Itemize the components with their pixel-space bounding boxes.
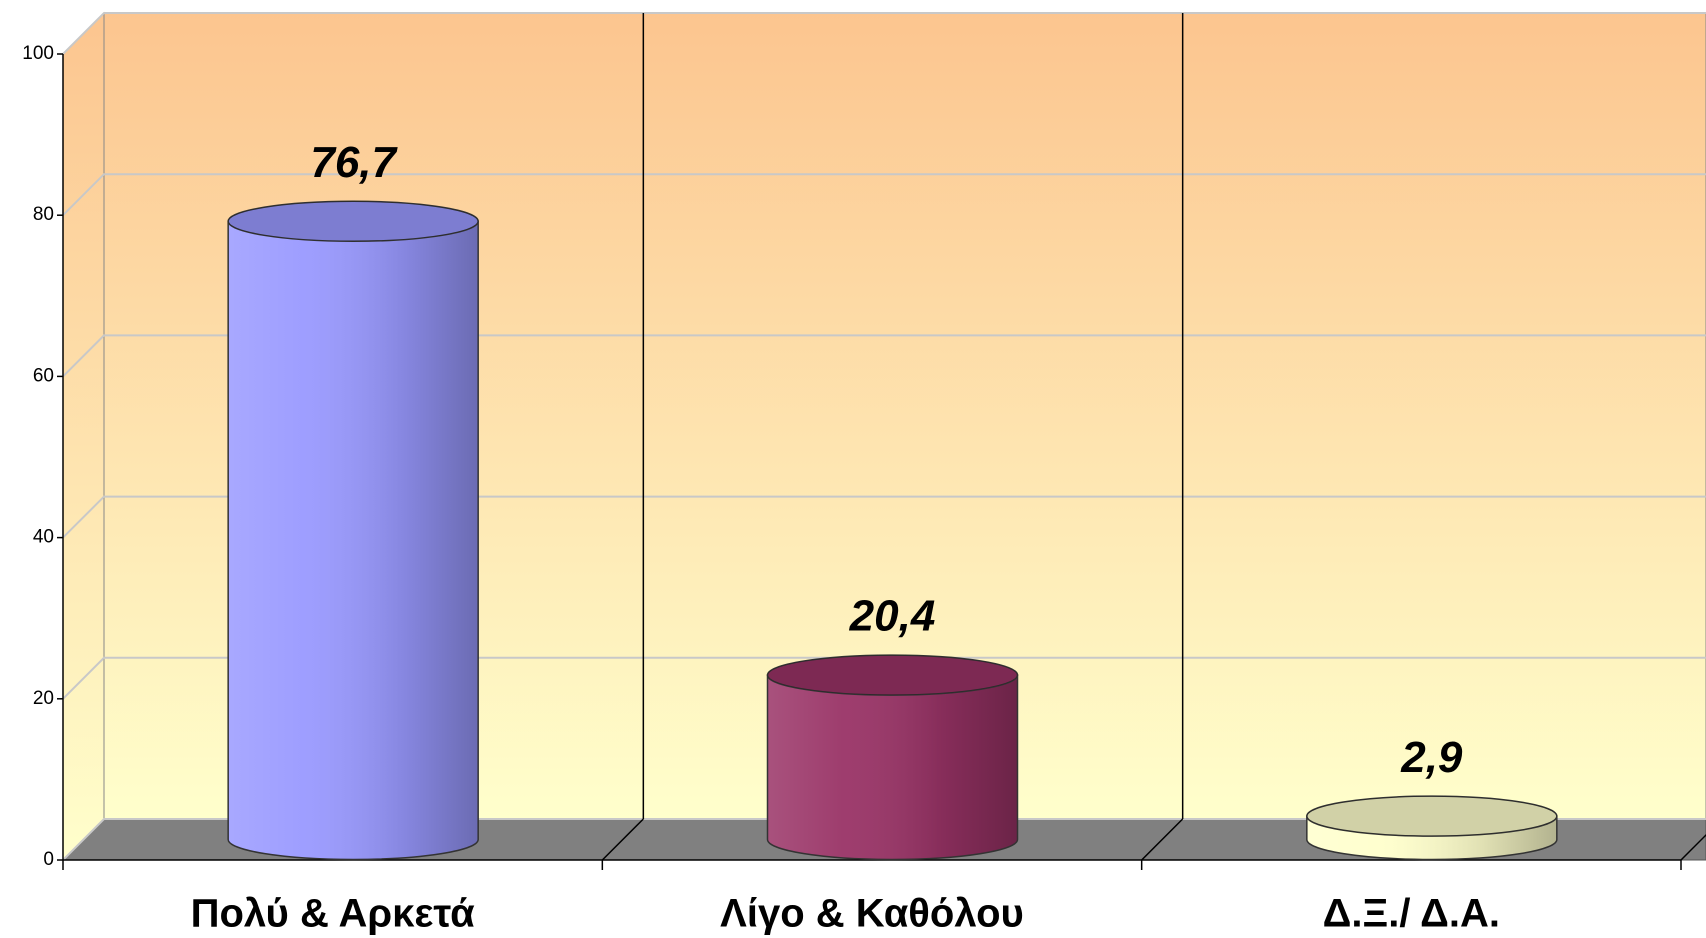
y-tick-label: 60 — [33, 365, 54, 386]
bar-top — [227, 200, 479, 243]
floor-divider — [1141, 818, 1184, 861]
bar — [766, 654, 1019, 861]
bar-shade — [227, 220, 479, 861]
side-wall — [62, 11, 105, 862]
y-tick-label: 0 — [43, 849, 54, 870]
x-tick-label: Λίγο & Καθόλου — [720, 892, 1024, 936]
grid-line — [62, 334, 1706, 378]
bar — [227, 200, 479, 861]
floor-divider — [601, 818, 644, 861]
value-label: 76,7 — [310, 138, 398, 187]
bar-top — [1306, 795, 1558, 837]
y-tick-label: 20 — [33, 688, 54, 709]
bar-top — [766, 654, 1019, 696]
x-tick-label: Δ.Ξ./ Δ.Α. — [1323, 892, 1500, 936]
x-tick-label: Πολύ & Αρκετά — [191, 892, 476, 936]
grid-line — [62, 495, 1706, 539]
bar-top-shade — [1306, 796, 1557, 837]
bar-top-shade — [228, 201, 479, 242]
grid-line — [62, 656, 1706, 700]
bar — [1306, 795, 1558, 861]
y-tick-label: 40 — [33, 527, 54, 548]
floor-divider — [1680, 833, 1706, 861]
grid-line — [62, 12, 1706, 55]
value-label: 20,4 — [849, 592, 936, 641]
y-tick-label: 80 — [33, 204, 54, 225]
y-tick-label: 100 — [22, 43, 54, 64]
grid-line — [62, 173, 1706, 216]
grid-line — [62, 818, 1706, 861]
bar-top-shade — [767, 655, 1018, 696]
bar-shade — [766, 674, 1019, 861]
value-label: 2,9 — [1400, 733, 1463, 782]
